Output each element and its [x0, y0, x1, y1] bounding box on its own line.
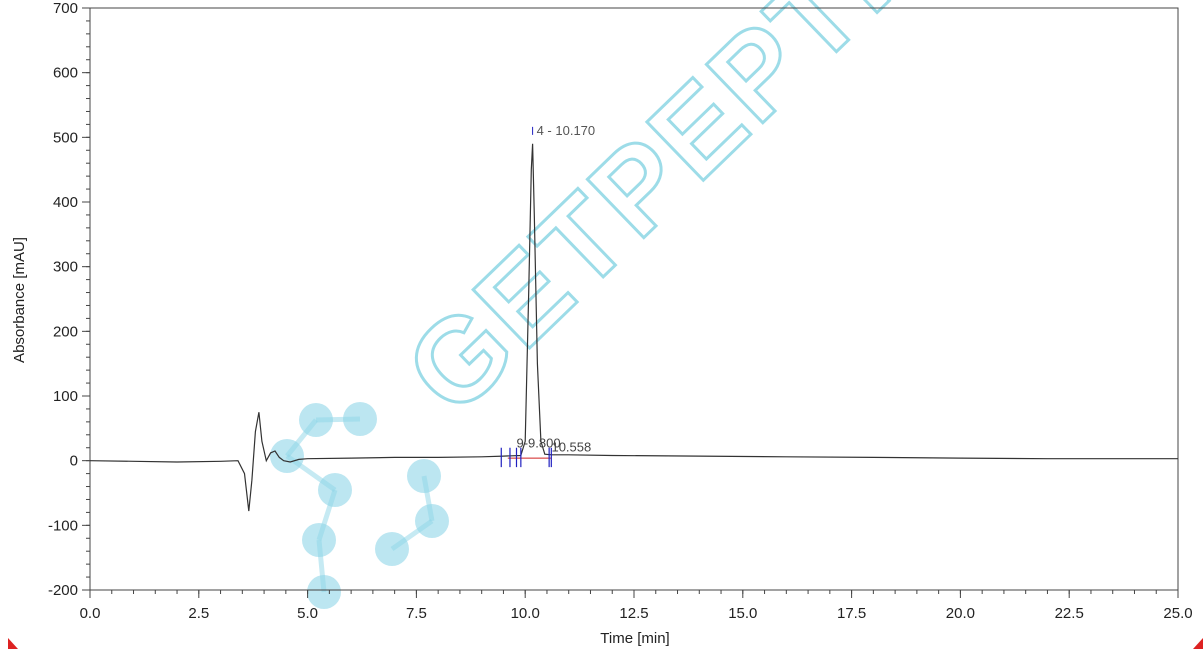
y-tick-label: 600	[53, 65, 78, 82]
molecule-ball	[415, 504, 449, 538]
y-tick-label: 200	[53, 323, 78, 340]
y-axis: -200 -100 0 100 200 300 400 500 600 700	[48, 0, 90, 599]
y-tick-label: 300	[53, 259, 78, 276]
watermark-text: GETPEPTIDES	[381, 0, 1099, 439]
molecule-logo-icon	[270, 402, 449, 609]
molecule-ball	[343, 402, 377, 436]
x-tick-label: 20.0	[946, 605, 975, 622]
molecule-ball	[299, 403, 333, 437]
x-tick-label: 10.0	[511, 605, 540, 622]
y-tick-label: -100	[48, 517, 78, 534]
y-tick-label: 0	[70, 453, 78, 470]
molecule-ball	[318, 473, 352, 507]
x-tick-label: 22.5	[1055, 605, 1084, 622]
x-tick-label: 12.5	[619, 605, 648, 622]
molecule-ball	[302, 523, 336, 557]
molecule-ball	[307, 575, 341, 609]
y-tick-label: 100	[53, 388, 78, 405]
watermark: GETPEPTIDES	[270, 0, 1101, 609]
peak-label: 4 - 10.170	[537, 123, 596, 138]
x-axis-title: Time [min]	[600, 630, 669, 647]
y-axis-title: Absorbance [mAU]	[11, 237, 28, 363]
plot-frame	[89, 7, 1179, 591]
y-tick-label: -200	[48, 582, 78, 599]
x-axis: 0.0 2.5 5.0 7.5 10.0 12.5 15.0 17.5 20.0 22.5 25.0	[80, 590, 1193, 622]
peak-label: 10.558	[551, 440, 591, 455]
molecule-ball	[375, 532, 409, 566]
y-tick-label: 700	[53, 0, 78, 17]
molecule-ball	[407, 459, 441, 493]
corner-marker-right	[1193, 638, 1203, 649]
x-tick-label: 25.0	[1163, 605, 1192, 622]
chromatogram-trace	[89, 143, 1178, 512]
corner-marker-left	[8, 638, 18, 649]
x-tick-label: 7.5	[406, 605, 427, 622]
x-tick-label: 0.0	[80, 605, 101, 622]
y-tick-label: 400	[53, 194, 78, 211]
overlapping-peak-labels: 9-9.800	[516, 436, 560, 451]
x-tick-label: 17.5	[837, 605, 866, 622]
x-tick-label: 2.5	[188, 605, 209, 622]
molecule-ball	[270, 439, 304, 473]
x-tick-label: 5.0	[297, 605, 318, 622]
x-tick-label: 15.0	[728, 605, 757, 622]
y-tick-label: 500	[53, 129, 78, 146]
